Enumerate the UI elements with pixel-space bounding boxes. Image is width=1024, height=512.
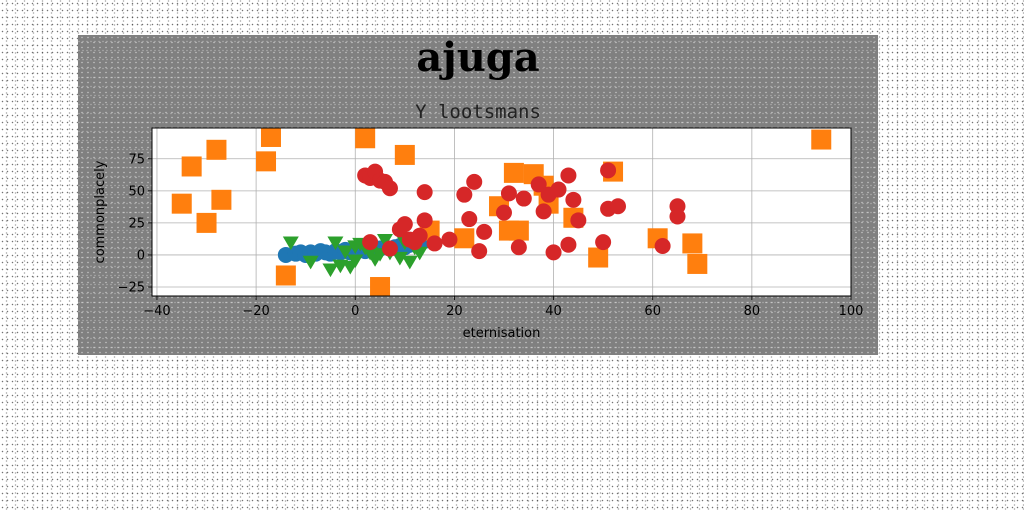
data-point — [196, 212, 217, 233]
data-point — [347, 254, 364, 269]
x-tick-label: −20 — [242, 304, 269, 319]
y-tick-label: 75 — [128, 152, 145, 167]
data-point — [550, 181, 567, 198]
data-point — [381, 180, 398, 197]
data-point — [370, 277, 391, 296]
y-axis-label: commonplacely — [93, 160, 108, 263]
data-point — [416, 212, 433, 229]
data-point — [171, 193, 192, 214]
data-point — [401, 255, 418, 270]
data-point — [394, 144, 415, 165]
chart-suptitle: ajuga — [416, 34, 540, 81]
data-point — [495, 204, 512, 221]
data-point — [515, 190, 532, 207]
data-point — [377, 233, 393, 248]
x-tick-label: 80 — [744, 304, 761, 319]
data-point — [411, 227, 428, 244]
x-tick-label: 0 — [351, 304, 359, 319]
chart-title: Y lootsmans — [415, 101, 541, 123]
y-tick-label: 0 — [137, 248, 145, 263]
data-point — [560, 167, 577, 184]
y-tick-label: −25 — [118, 281, 145, 296]
data-point — [391, 251, 408, 266]
data-point — [687, 253, 708, 274]
x-axis-label: eternisation — [463, 326, 541, 341]
data-point — [500, 185, 517, 202]
data-point — [560, 236, 577, 253]
data-point — [456, 186, 473, 203]
x-tick-label: 40 — [545, 304, 562, 319]
data-point — [508, 220, 529, 241]
figure: ajuga Y lootsmans −40 −20 0 20 40 60 80 100 −25 0… — [78, 35, 878, 355]
data-point — [322, 263, 339, 278]
data-point — [282, 236, 299, 251]
x-tick-label: 20 — [446, 304, 463, 319]
x-tick-label: 100 — [839, 304, 864, 319]
data-point — [381, 240, 398, 257]
data-point — [811, 129, 832, 150]
data-point — [466, 173, 483, 190]
data-point — [471, 243, 488, 260]
data-point — [535, 203, 552, 220]
data-point — [260, 128, 281, 147]
data-point — [275, 265, 296, 286]
data-point — [396, 216, 413, 233]
data-point — [545, 244, 562, 261]
data-point — [510, 239, 527, 256]
x-tick-label: −40 — [143, 304, 170, 319]
data-point — [362, 234, 379, 251]
data-point — [426, 235, 443, 252]
y-tick-label: 25 — [128, 216, 145, 231]
data-point — [411, 246, 428, 261]
data-point — [530, 176, 547, 193]
data-point — [669, 208, 686, 225]
data-point — [302, 255, 319, 270]
data-point — [682, 233, 703, 254]
data-point — [600, 162, 617, 179]
data-point — [454, 228, 475, 249]
data-point — [327, 236, 344, 251]
data-point — [610, 198, 626, 215]
y-tick-label: 50 — [128, 184, 145, 199]
data-point — [461, 211, 478, 228]
data-point — [570, 212, 587, 229]
data-point — [654, 237, 671, 254]
x-tick-label: 60 — [644, 304, 661, 319]
data-point — [256, 151, 277, 172]
data-point — [211, 189, 232, 210]
data-point — [476, 223, 493, 240]
plot-frame — [151, 127, 852, 297]
series-group — [171, 128, 832, 296]
data-point — [595, 234, 612, 251]
data-point — [441, 231, 458, 248]
data-point — [416, 184, 433, 201]
data-point — [588, 247, 609, 268]
data-point — [355, 128, 376, 149]
data-point — [181, 156, 202, 177]
data-point — [206, 139, 227, 160]
scatter-chart: −40 −20 0 20 40 60 80 100 −25 0 25 50 75 eternisation… — [93, 127, 864, 341]
data-point — [565, 191, 582, 208]
data-point — [503, 162, 524, 183]
data-point — [337, 245, 354, 260]
